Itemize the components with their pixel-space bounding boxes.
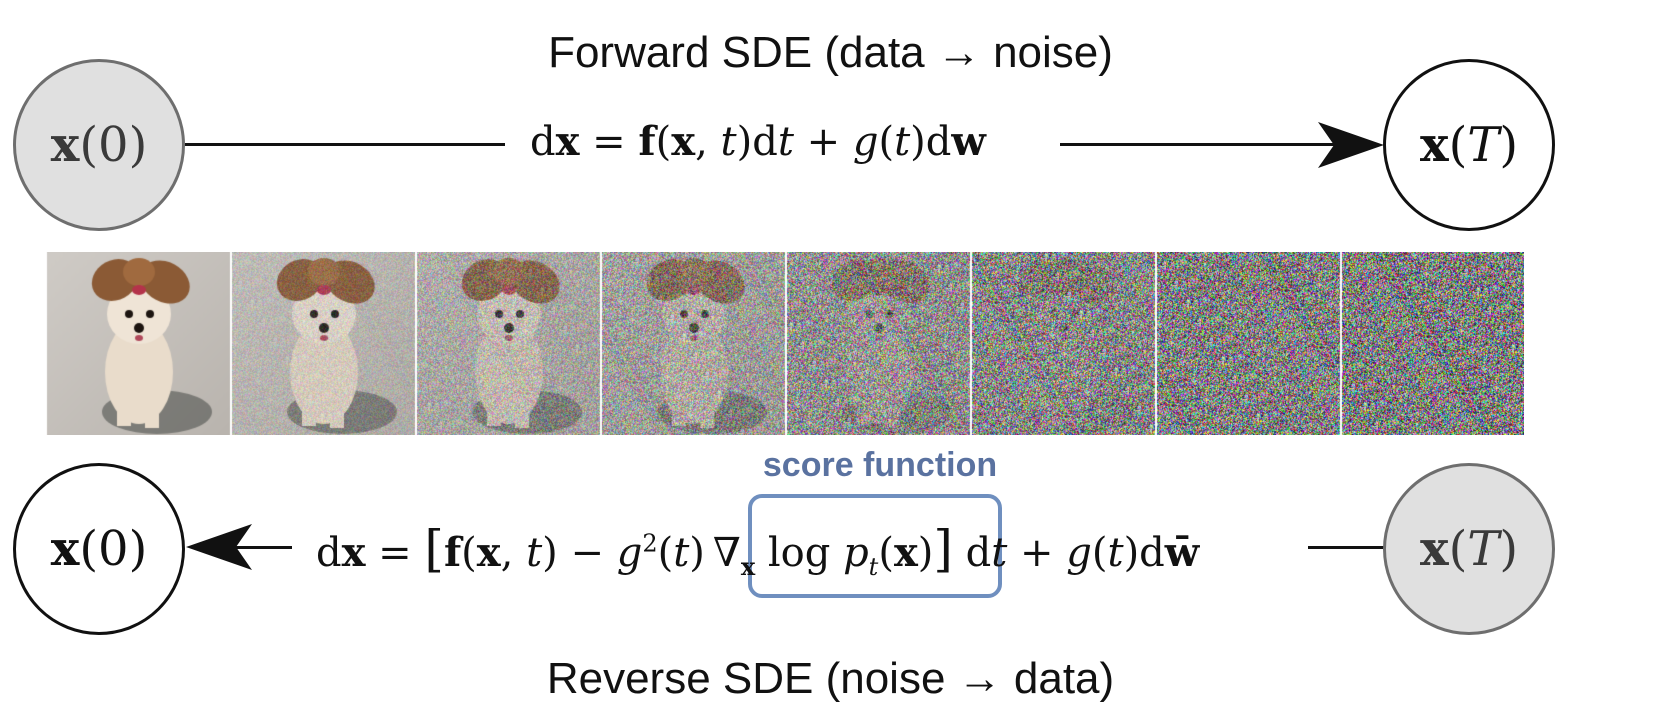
noise-image-strip	[46, 252, 1524, 435]
reverse-start-node-label: x(T)	[1419, 521, 1519, 577]
reverse-equation: dx = [f(x, t) − g2(t) ∇x log pt(x)] dt + …	[316, 520, 1200, 581]
forward-line-left	[185, 143, 505, 146]
forward-end-node-label: x(T)	[1419, 117, 1519, 173]
forward-sde-title: Forward SDE (data → noise)	[548, 28, 1113, 77]
score-function-highlight-box	[748, 494, 1002, 598]
reverse-end-node-label: x(0)	[50, 521, 148, 577]
forward-start-node-label: x(0)	[50, 117, 148, 173]
reverse-arrowhead	[186, 524, 252, 570]
forward-end-node: x(T)	[1383, 59, 1555, 231]
forward-arrowhead	[1318, 122, 1384, 168]
noise-image-canvas	[46, 252, 1524, 435]
reverse-sde-title: Reverse SDE (noise → data)	[546, 654, 1115, 703]
reverse-end-node: x(0)	[13, 463, 185, 635]
forward-equation: dx = f(x, t)dt + g(t)dw	[530, 118, 986, 165]
forward-start-node: x(0)	[13, 59, 185, 231]
reverse-start-node: x(T)	[1383, 463, 1555, 635]
score-function-label: score function	[762, 446, 998, 484]
forward-line-right	[1060, 143, 1340, 146]
reverse-line-right	[1308, 546, 1386, 549]
reverse-line-left	[230, 546, 292, 549]
